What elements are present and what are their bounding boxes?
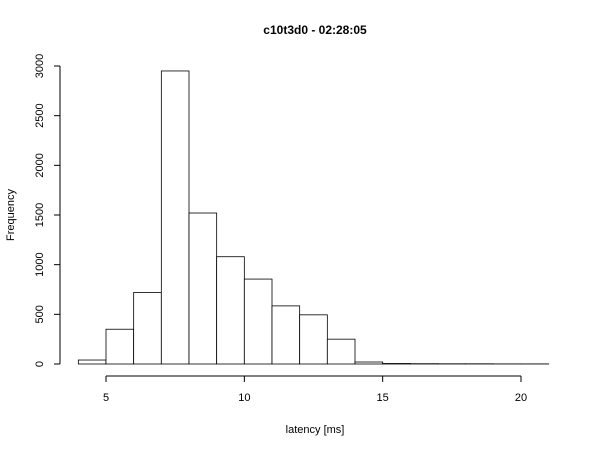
bar <box>354 361 384 365</box>
y-tick-label: 1500 <box>34 203 46 227</box>
bar <box>216 256 245 365</box>
y-tick-label: 2500 <box>34 103 46 127</box>
bar <box>188 212 218 365</box>
x-tick-label: 5 <box>103 392 109 404</box>
x-tick-label: 20 <box>515 392 527 404</box>
y-tick-label: 3000 <box>34 54 46 78</box>
bar <box>133 292 162 365</box>
x-axis-label: latency [ms] <box>286 424 345 436</box>
bar <box>299 314 328 365</box>
y-tick-label: 1000 <box>34 252 46 276</box>
y-tick-label: 2000 <box>34 153 46 177</box>
chart-title: c10t3d0 - 02:28:05 <box>263 23 367 37</box>
y-tick-label: 0 <box>34 361 46 367</box>
bar <box>271 305 301 365</box>
y-axis-label: Frequency <box>5 189 17 241</box>
y-tick-label: 500 <box>34 305 46 323</box>
bar <box>77 359 107 365</box>
x-tick-label: 15 <box>377 392 389 404</box>
bar <box>243 278 273 365</box>
x-tick-label: 10 <box>238 392 250 404</box>
bar <box>326 338 356 365</box>
bar <box>105 328 135 365</box>
bar <box>160 70 190 365</box>
